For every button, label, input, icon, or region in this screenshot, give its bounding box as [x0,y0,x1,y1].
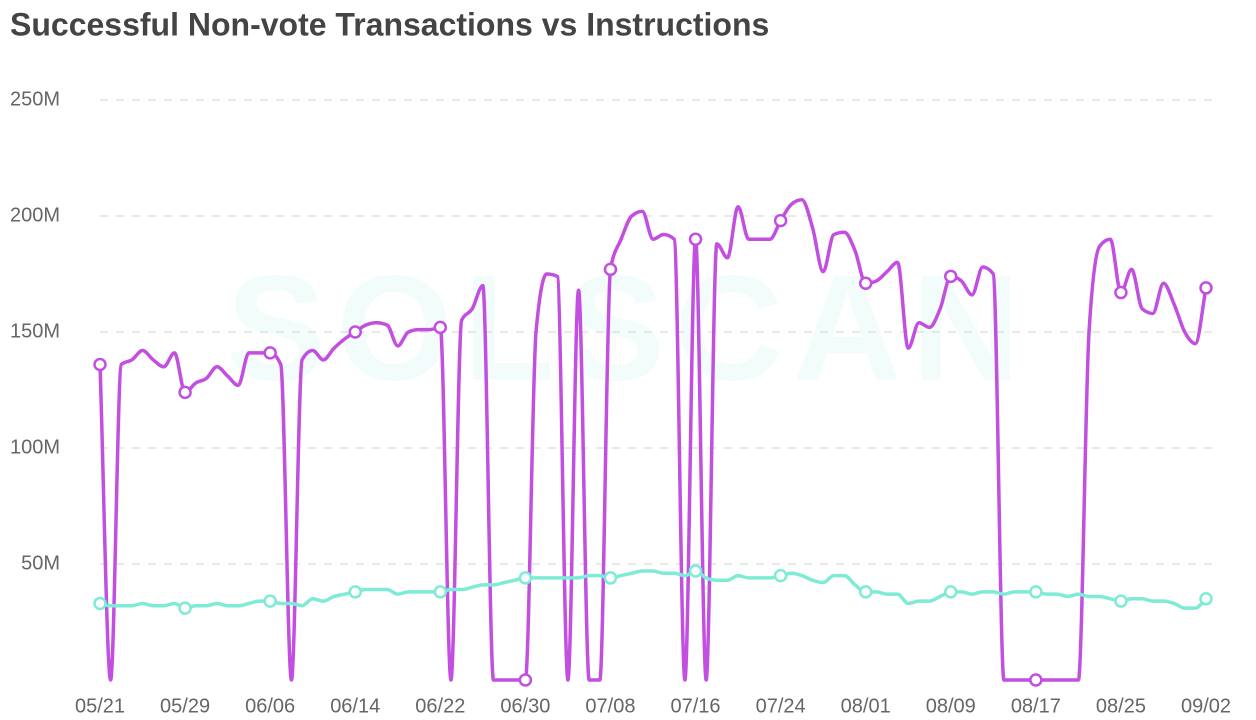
x-tick-label: 08/09 [926,695,976,717]
point-marker [178,601,192,615]
x-tick-label: 08/17 [1011,695,1061,717]
point-marker [603,571,618,585]
point-marker [1114,285,1128,300]
point-marker [263,594,277,608]
x-tick-label: 05/29 [160,695,210,717]
x-tick-label: 09/02 [1181,695,1231,717]
watermark: SOLSCAN [226,244,1029,412]
y-tick-label: 250M [10,88,60,110]
point-marker [858,276,873,291]
x-tick-label: 07/16 [671,695,721,717]
point-marker [518,673,533,687]
point-marker [263,346,277,360]
point-marker [348,325,362,339]
x-tick-label: 06/06 [245,695,295,717]
point-marker [348,585,362,599]
y-tick-label: 150M [10,320,60,342]
x-tick-label: 05/21 [75,695,125,717]
point-marker [1199,281,1213,295]
x-tick-label: 06/30 [500,695,550,717]
point-marker [773,568,788,583]
x-tick-label: 06/22 [415,695,465,717]
point-marker [858,585,873,599]
point-marker [433,585,448,599]
point-marker [944,585,958,599]
x-tick-label: 08/25 [1096,695,1146,717]
y-tick-label: 200M [10,204,60,226]
point-marker [1029,585,1043,599]
x-tick-label: 07/08 [585,695,635,717]
point-marker [433,320,448,335]
point-marker [944,269,958,284]
point-marker [1029,673,1043,687]
point-marker [603,262,618,277]
chart-title: Successful Non-vote Transactions vs Inst… [10,6,769,42]
point-marker [178,385,192,400]
y-tick-label: 50M [21,552,60,574]
x-tick-label: 08/01 [841,695,891,717]
point-marker [688,232,703,246]
series-line [99,569,1208,610]
point-marker [93,596,107,611]
point-marker [688,564,703,578]
x-tick-label: 06/14 [330,695,380,717]
point-marker [93,357,107,372]
y-tick-label: 100M [10,436,60,458]
point-marker [518,571,533,585]
point-marker [773,213,788,228]
point-marker [1199,592,1213,606]
x-tick-label: 07/24 [756,695,806,717]
point-marker [1114,594,1128,608]
